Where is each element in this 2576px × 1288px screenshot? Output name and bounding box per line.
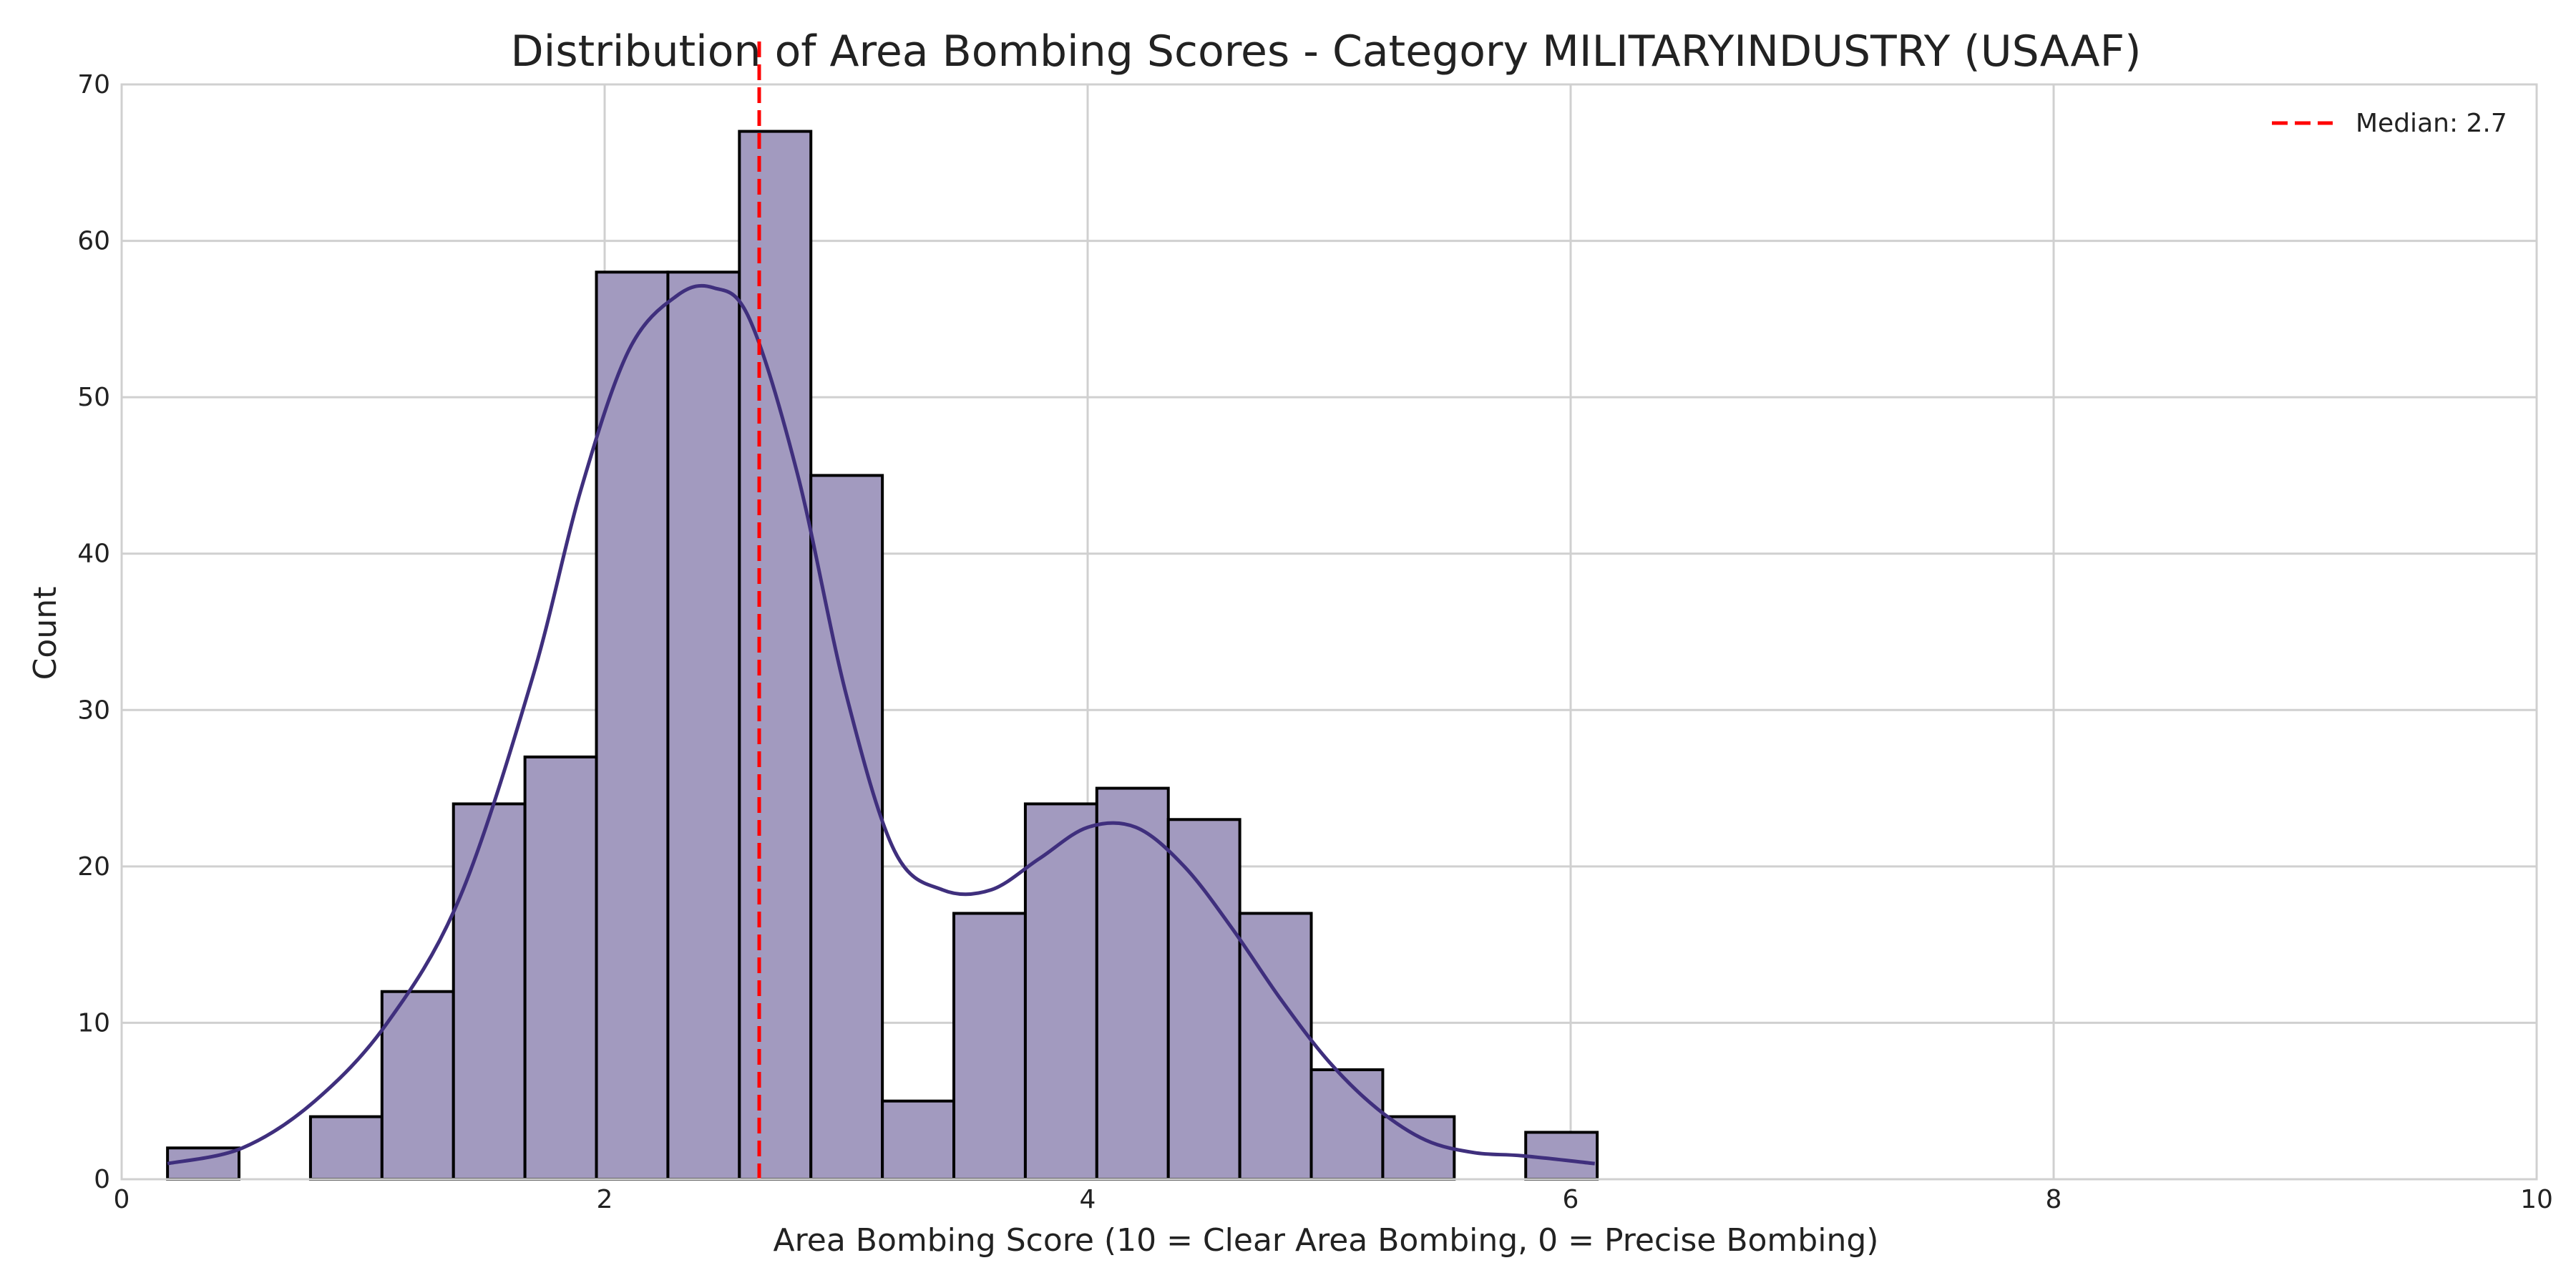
y-axis-label: Count <box>27 587 64 680</box>
x-axis-ticks: 0 2 4 6 8 10 <box>114 1185 2553 1214</box>
histogram-bars <box>166 130 1599 1181</box>
histogram-bar <box>1095 786 1170 1181</box>
histogram-bar <box>738 130 813 1181</box>
histogram-bar <box>881 1099 956 1181</box>
y-tick-label: 60 <box>77 227 110 256</box>
histogram-bar <box>809 474 884 1181</box>
histogram-bar <box>308 1115 384 1181</box>
y-tick-label: 40 <box>77 540 110 569</box>
histogram-bar <box>1166 818 1241 1181</box>
chart-title: Distribution of Area Bombing Scores - Ca… <box>510 26 2141 77</box>
y-axis-ticks: 0 10 20 30 40 50 60 70 <box>77 70 110 1194</box>
plot-frame <box>120 83 2538 1181</box>
x-axis-label: Area Bombing Score (10 = Clear Area Bomb… <box>774 1222 1879 1259</box>
x-tick-label: 8 <box>2046 1185 2062 1214</box>
legend: Median: 2.7 <box>2272 109 2507 138</box>
x-tick-label: 0 <box>114 1185 130 1214</box>
x-tick-label: 4 <box>1080 1185 1096 1214</box>
legend-median-label: Median: 2.7 <box>2356 109 2507 138</box>
histogram-bar <box>380 990 455 1181</box>
histogram-bar <box>523 755 598 1181</box>
y-tick-label: 50 <box>77 383 110 412</box>
x-tick-label: 6 <box>1563 1185 1579 1214</box>
kde-curve <box>167 283 1596 1166</box>
y-tick-label: 30 <box>77 696 110 725</box>
histogram-bar <box>1023 802 1098 1181</box>
x-tick-label: 2 <box>597 1185 613 1214</box>
y-tick-label: 0 <box>94 1165 110 1194</box>
histogram-bar <box>952 912 1027 1181</box>
histogram-bar <box>452 802 527 1181</box>
y-tick-label: 10 <box>77 1008 110 1038</box>
histogram-bar <box>1309 1068 1385 1181</box>
histogram-bar <box>666 270 741 1181</box>
y-tick-label: 70 <box>77 70 110 99</box>
x-tick-label: 10 <box>2520 1185 2553 1214</box>
y-tick-label: 20 <box>77 852 110 882</box>
histogram-bar <box>595 270 670 1181</box>
